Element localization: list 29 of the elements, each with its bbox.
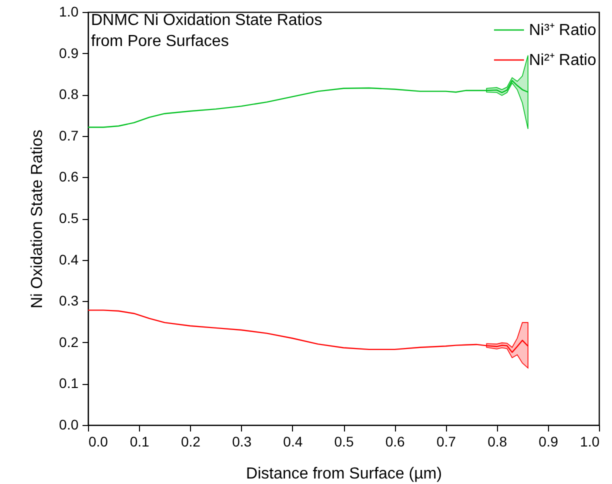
y-tick-label: 0.4	[59, 251, 79, 268]
x-tick-label: 0.0	[88, 434, 108, 450]
x-tick-label: 0.3	[232, 434, 252, 450]
y-tick-label: 0.1	[59, 375, 79, 392]
y-tick-label: 0.5	[59, 210, 79, 226]
x-axis-title: Distance from Surface (µm)	[246, 466, 442, 482]
x-tick-label: 0.8	[488, 434, 508, 450]
y-tick-label: 0.7	[59, 127, 79, 144]
y-tick-label: 0.8	[59, 86, 79, 102]
y-axis-title: Ni Oxidation State Ratios	[29, 130, 46, 308]
line-series	[87, 310, 529, 353]
y-tick-label: 0.0	[59, 416, 79, 432]
y-tick-label: 0.6	[59, 168, 79, 185]
legend-label: Ni²⁺ Ratio	[529, 52, 596, 69]
line-series	[87, 80, 529, 128]
legend-label: Ni³⁺ Ratio	[529, 22, 596, 39]
y-tick-label: 0.3	[59, 292, 79, 309]
y-tick-label: 1.0	[59, 4, 79, 20]
y-tick-label: 0.9	[59, 44, 79, 61]
x-tick-label: 0.5	[334, 434, 354, 450]
x-tick-label: 0.9	[538, 434, 558, 450]
text: DNMC Ni Oxidation State Ratios from Pore Surfaces	[91, 12, 322, 50]
x-tick-label: 0.2	[180, 434, 201, 450]
x-tick-label: 0.6	[385, 434, 406, 450]
x-tick-label: 1.0	[580, 434, 600, 450]
x-tick-label: 0.4	[283, 434, 303, 450]
x-tick-label: 0.1	[130, 434, 150, 450]
x-tick-label: 0.7	[436, 434, 456, 450]
y-tick-label: 0.2	[59, 334, 79, 350]
